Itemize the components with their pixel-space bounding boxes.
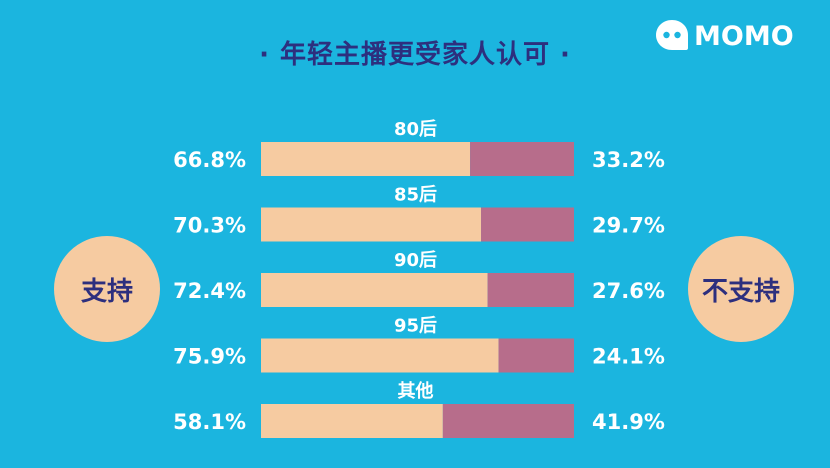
support-value-label: 70.3%: [173, 214, 246, 238]
support-bar: [261, 404, 443, 438]
support-circle: 支持: [54, 236, 160, 342]
category-label: 95后: [394, 316, 437, 337]
momo-chat-bubble-icon: [656, 20, 688, 50]
momo-logo: MOMO: [654, 18, 794, 54]
category-label: 90后: [394, 250, 437, 271]
logo-text: MOMO: [694, 20, 794, 52]
oppose-bar: [481, 207, 574, 242]
support-value-label: 58.1%: [173, 410, 246, 434]
support-bar: [261, 273, 488, 307]
category-label: 其他: [398, 380, 434, 402]
category-label: 80后: [394, 119, 437, 140]
chart-title: · 年轻主播更受家人认可 ·: [259, 40, 571, 70]
oppose-value-label: 33.2%: [592, 148, 665, 172]
support-value-label: 66.8%: [173, 148, 246, 172]
oppose-value-label: 41.9%: [592, 410, 665, 434]
oppose-bar: [442, 404, 574, 438]
category-label: 85后: [394, 185, 437, 206]
support-value-label: 75.9%: [173, 345, 246, 369]
oppose-bar: [487, 273, 574, 307]
support-bar: [261, 142, 471, 176]
oppose-bar: [498, 338, 574, 373]
oppose-value-label: 24.1%: [592, 345, 665, 369]
oppose-value-label: 27.6%: [592, 279, 665, 303]
oppose-value-label: 29.7%: [592, 214, 665, 238]
oppose-circle: 不支持: [688, 236, 794, 342]
support-bar: [261, 338, 499, 373]
support-bar: [261, 207, 482, 242]
oppose-bar: [470, 142, 574, 176]
support-value-label: 72.4%: [173, 279, 246, 303]
